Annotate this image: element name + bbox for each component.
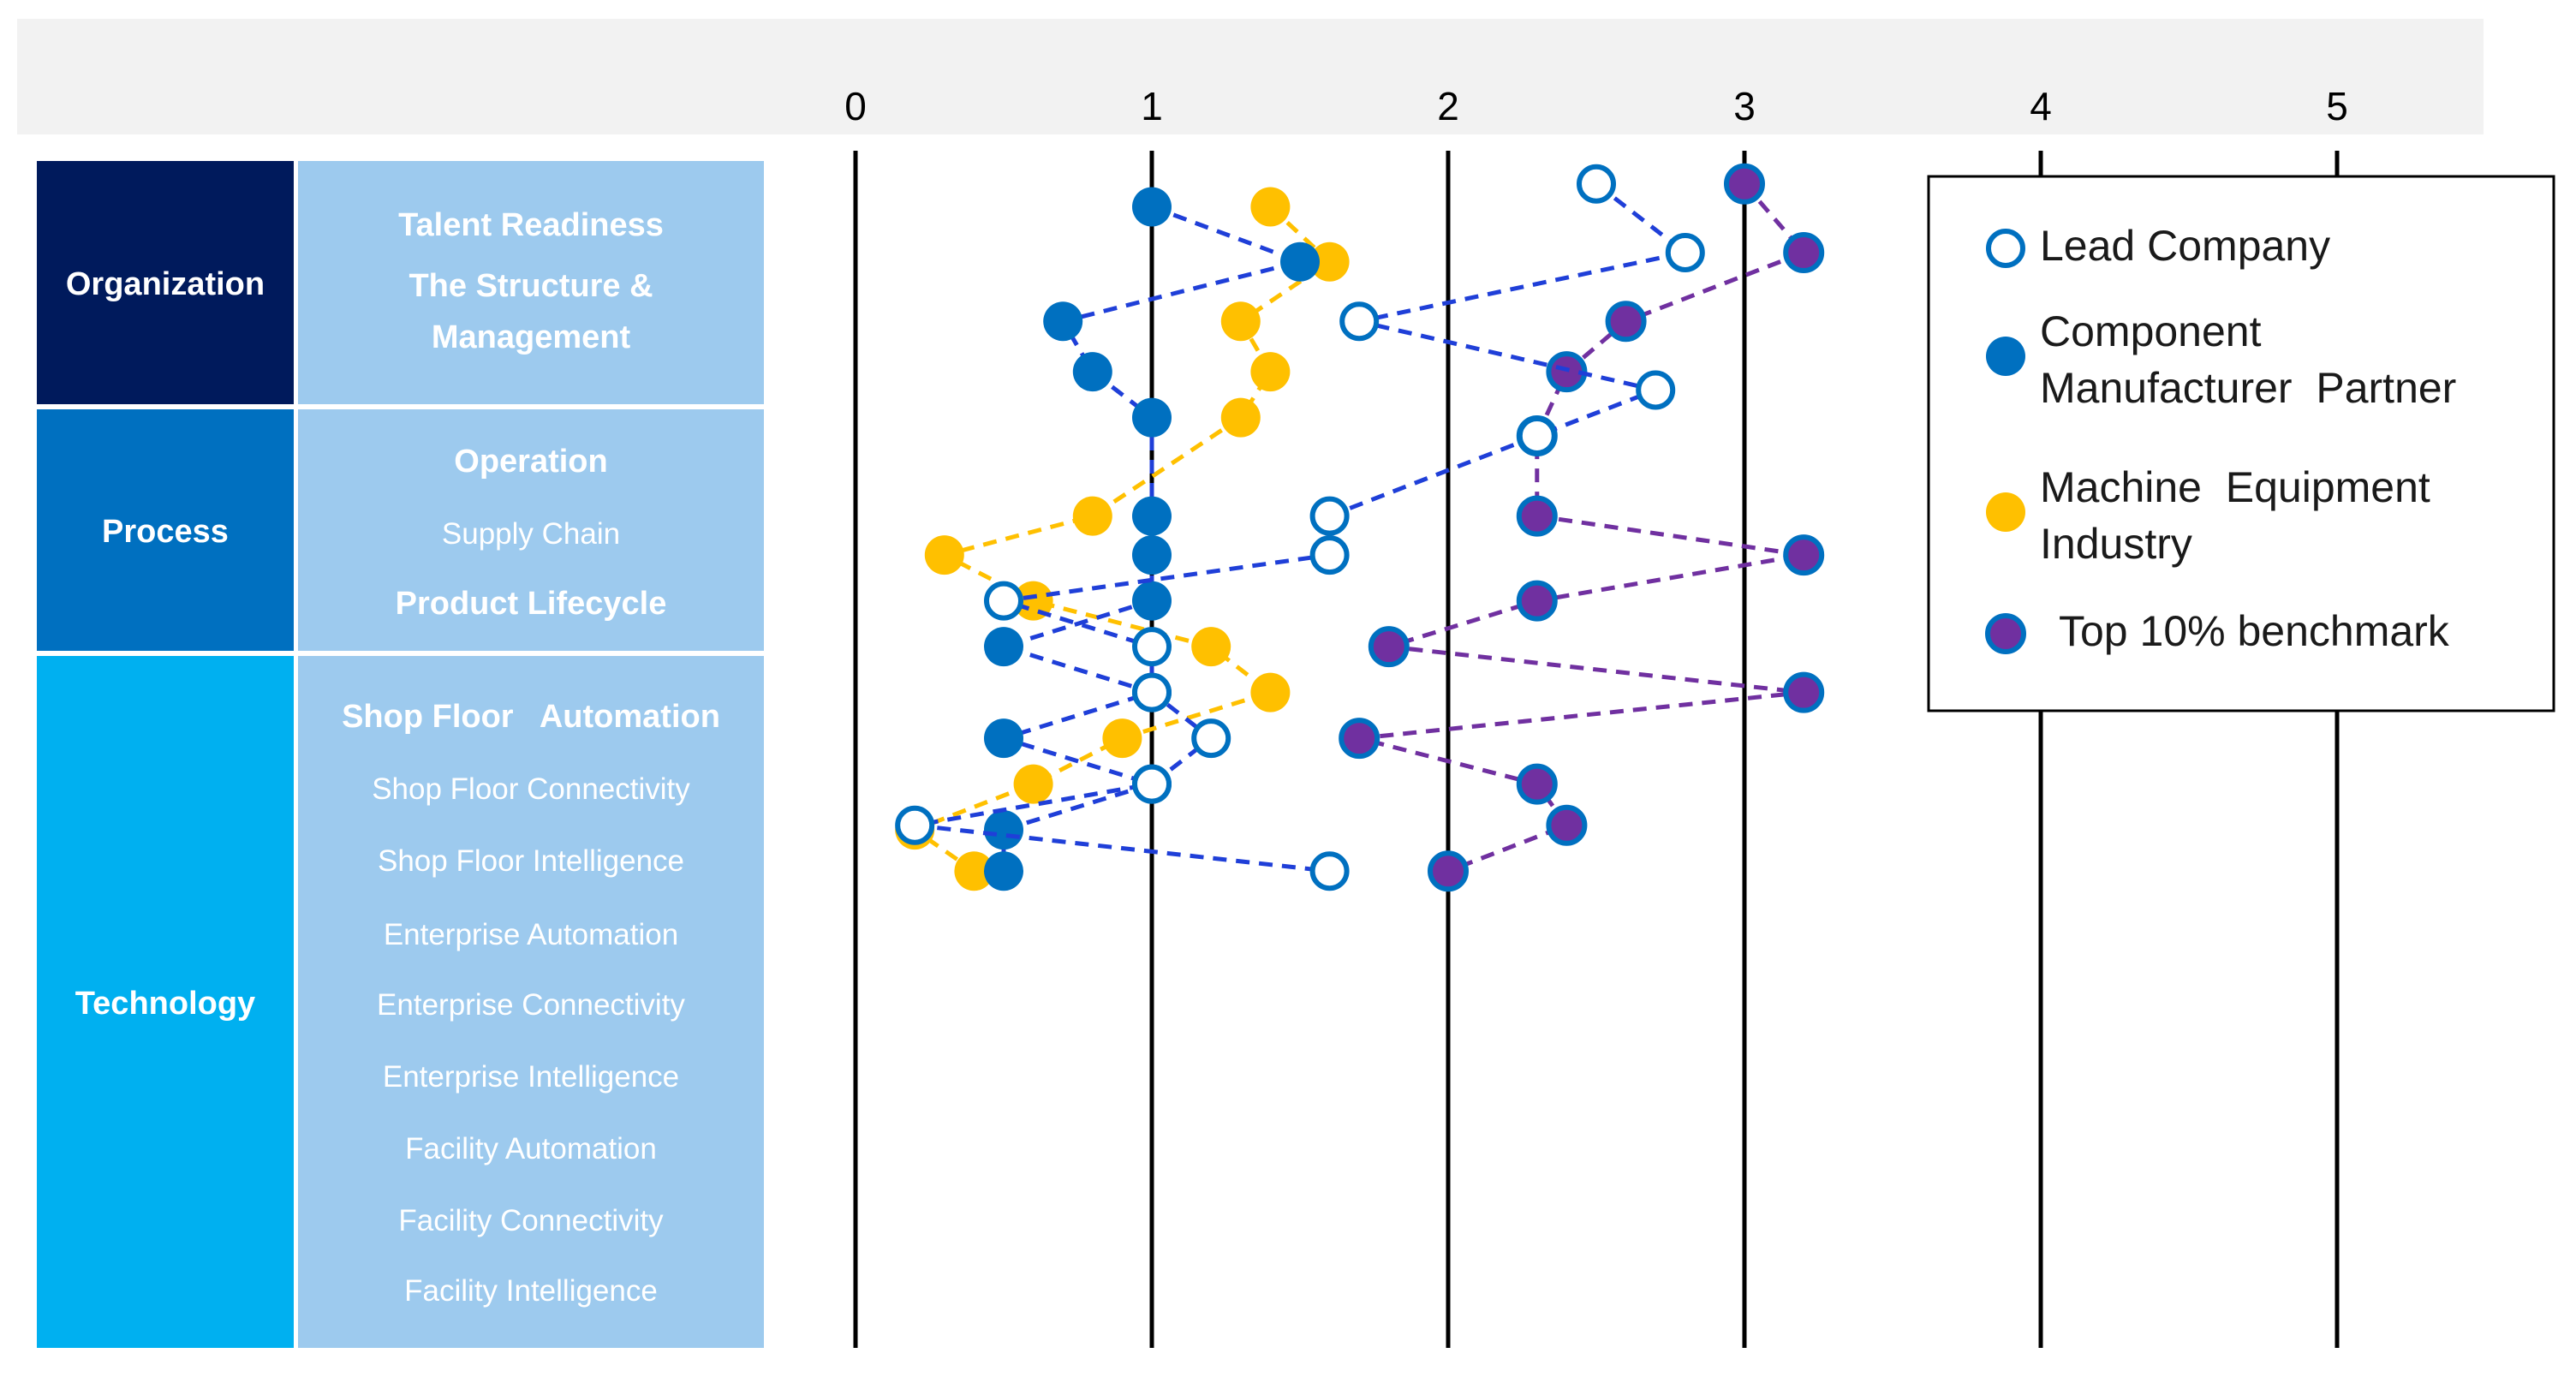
point-component-manufacturer-partner-facility-intelligence (984, 851, 1023, 891)
series-line-component-manufacturer-partner (996, 205, 1308, 872)
category-label-enterprise-intelligence: Enterprise Intelligence (383, 1060, 679, 1094)
point-machine-equipment-industry-facility-intelligence (954, 851, 994, 891)
series-line-machine-equipment-industry (909, 205, 1333, 873)
point-component-manufacturer-partner-shop-floor-connectivity (1132, 535, 1172, 575)
x-tick-label-0: 0 (844, 84, 867, 128)
legend-label-top-10-benchmark: Top 10% benchmark (2059, 607, 2450, 655)
category-label-enterprise-automation: Enterprise Automation (384, 918, 678, 951)
category-label-facility-automation: Facility Automation (405, 1132, 657, 1165)
point-component-manufacturer-partner-shop-floor-automation (1132, 496, 1172, 536)
point-machine-equipment-industry-product-lifecycle (1220, 397, 1261, 438)
x-tick-label-4: 4 (2030, 84, 2052, 128)
category-label-supply-chain: Supply Chain (442, 517, 620, 551)
series-line-top-10-benchmark (1358, 182, 1808, 873)
point-lead-company-supply-chain (1636, 370, 1676, 410)
legend-box (1927, 175, 2555, 712)
point-top-10-benchmark-enterprise-connectivity (1783, 671, 1825, 713)
point-machine-equipment-industry-the-structure-management (1309, 241, 1350, 282)
category-label-talent-readiness: Talent Readiness (398, 207, 664, 243)
group-box-process (37, 409, 294, 651)
point-lead-company-product-lifecycle (1517, 416, 1557, 456)
group-label-organization: Organization (66, 266, 265, 302)
category-label-enterprise-connectivity: Enterprise Connectivity (377, 988, 685, 1022)
x-tick-label-3: 3 (1733, 84, 1756, 128)
point-lead-company-enterprise-automation (1132, 627, 1172, 667)
point-machine-equipment-industry-supply-chain (1250, 352, 1291, 392)
header-band (17, 19, 2484, 134)
legend-label-machine-equipment-industry: Machine Equipment Industry (2040, 463, 2430, 568)
point-top-10-benchmark-shop-floor-intelligence (1516, 580, 1558, 622)
group-label-technology: Technology (75, 986, 255, 1022)
category-label-facility-connectivity: Facility Connectivity (398, 1204, 664, 1237)
x-tick-label-2: 2 (1437, 84, 1459, 128)
group-label-panel-organization (298, 161, 764, 404)
group-label-panel-process (298, 409, 764, 651)
category-label-operation: Operation (454, 444, 607, 480)
point-top-10-benchmark-facility-intelligence (1428, 850, 1469, 892)
point-component-manufacturer-partner-operation (1043, 301, 1083, 342)
x-tick-label-1: 1 (1141, 84, 1163, 128)
legend-marker-component-manufacturer-partner (1986, 337, 2025, 376)
group-box-technology (37, 656, 294, 1348)
point-lead-company-facility-connectivity (895, 805, 935, 845)
legend-label-lead-company: Lead Company (2040, 222, 2330, 270)
legend-label-component-manufacturer-partner: Component Manufacturer Partner (2040, 307, 2456, 412)
point-lead-company-talent-readiness (1577, 164, 1616, 204)
category-label-the-structure-management: The Structure & Management (408, 268, 653, 355)
point-lead-company-enterprise-connectivity (1132, 672, 1172, 712)
point-lead-company-shop-floor-intelligence (984, 581, 1023, 621)
group-label-panel-technology (298, 656, 764, 1348)
point-machine-equipment-industry-shop-floor-intelligence (1013, 581, 1053, 621)
point-top-10-benchmark-operation (1605, 301, 1647, 343)
point-top-10-benchmark-enterprise-automation (1368, 626, 1410, 668)
point-component-manufacturer-partner-product-lifecycle (1132, 397, 1172, 438)
point-machine-equipment-industry-enterprise-intelligence (1102, 718, 1142, 759)
category-label-shop-floor-intelligence: Shop Floor Intelligence (378, 844, 684, 878)
point-top-10-benchmark-shop-floor-connectivity (1783, 534, 1825, 576)
point-lead-company-facility-automation (1132, 764, 1172, 804)
point-component-manufacturer-partner-the-structure-management (1280, 241, 1320, 282)
point-component-manufacturer-partner-supply-chain (1072, 352, 1112, 392)
point-machine-equipment-industry-enterprise-automation (1191, 627, 1231, 667)
legend-marker-top-10-benchmark (1985, 613, 2026, 654)
category-label-shop-floor-automation: Shop Floor Automation (342, 699, 720, 735)
group-label-process: Process (102, 514, 229, 550)
point-top-10-benchmark-talent-readiness (1724, 163, 1765, 205)
point-machine-equipment-industry-enterprise-connectivity (1250, 672, 1291, 712)
point-component-manufacturer-partner-enterprise-intelligence (984, 718, 1023, 759)
point-lead-company-shop-floor-automation (1309, 496, 1350, 536)
point-component-manufacturer-partner-facility-connectivity (984, 810, 1023, 850)
point-top-10-benchmark-enterprise-intelligence (1339, 718, 1380, 760)
point-lead-company-the-structure-management (1665, 233, 1705, 272)
point-component-manufacturer-partner-talent-readiness (1132, 187, 1172, 227)
point-top-10-benchmark-the-structure-management (1783, 232, 1825, 273)
point-top-10-benchmark-shop-floor-automation (1516, 495, 1558, 537)
x-tick-label-5: 5 (2326, 84, 2348, 128)
legend-marker-lead-company (1986, 229, 2025, 268)
point-machine-equipment-industry-shop-floor-automation (1072, 496, 1112, 536)
category-label-shop-floor-connectivity: Shop Floor Connectivity (372, 772, 690, 806)
point-machine-equipment-industry-shop-floor-connectivity (924, 535, 964, 575)
point-lead-company-facility-intelligence (1309, 851, 1350, 891)
category-label-facility-intelligence: Facility Intelligence (404, 1274, 658, 1308)
point-machine-equipment-industry-talent-readiness (1250, 187, 1291, 227)
point-lead-company-shop-floor-connectivity (1309, 535, 1350, 575)
point-machine-equipment-industry-facility-automation (1013, 764, 1053, 804)
group-box-organization (37, 161, 294, 404)
point-top-10-benchmark-facility-automation (1516, 763, 1558, 805)
point-top-10-benchmark-facility-connectivity (1546, 804, 1588, 846)
legend-marker-machine-equipment-industry (1986, 492, 2025, 532)
point-lead-company-operation (1339, 301, 1380, 342)
point-component-manufacturer-partner-enterprise-automation (984, 627, 1023, 667)
point-component-manufacturer-partner-shop-floor-intelligence (1132, 581, 1172, 621)
point-machine-equipment-industry-operation (1220, 301, 1261, 342)
point-lead-company-enterprise-intelligence (1191, 718, 1231, 759)
category-label-product-lifecycle: Product Lifecycle (396, 586, 667, 622)
